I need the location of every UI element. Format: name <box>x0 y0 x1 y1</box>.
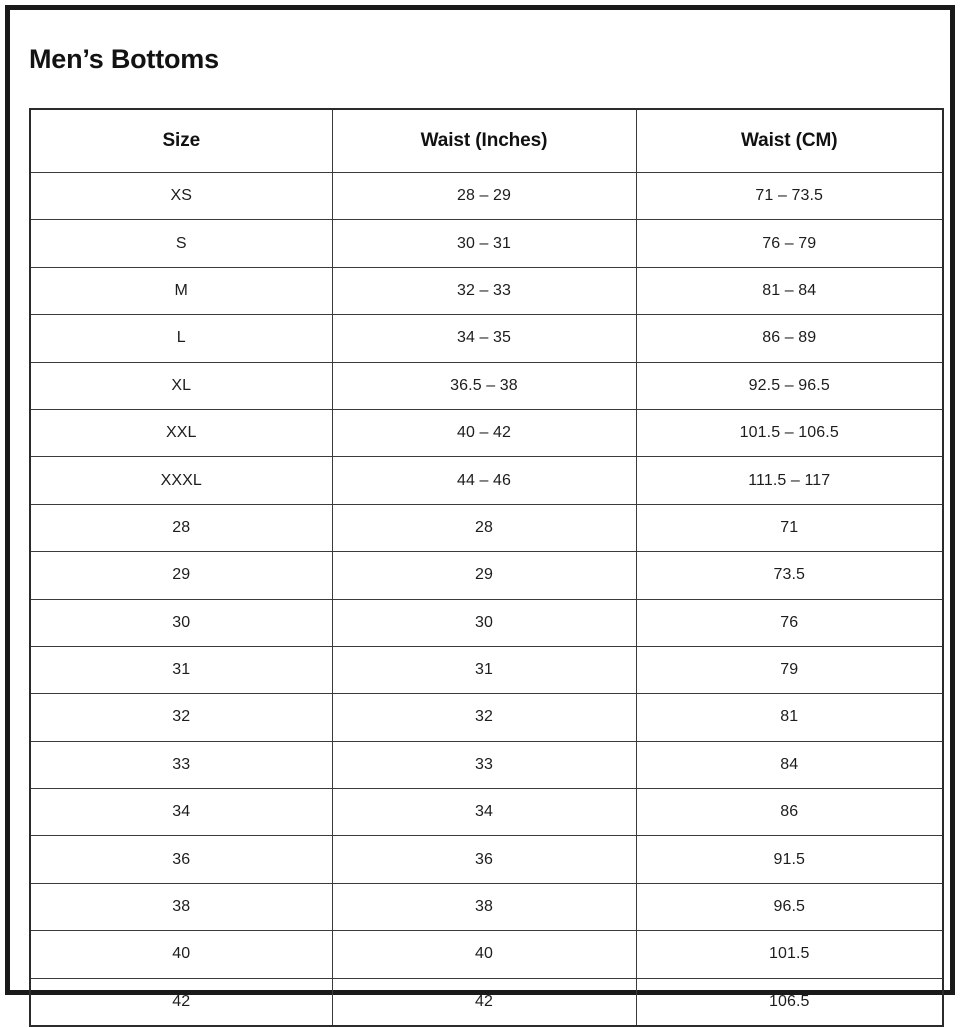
table-row: 38 38 96.5 <box>29 882 944 932</box>
table-row: M 32 – 33 81 – 84 <box>29 266 944 316</box>
cell-size: 42 <box>29 977 333 1027</box>
cell-size: 33 <box>29 740 333 790</box>
table-row: 36 36 91.5 <box>29 835 944 884</box>
table-header-row: Size Waist (Inches) Waist (CM) <box>29 108 944 173</box>
cell-size: XXXL <box>29 456 333 505</box>
cell-size: M <box>29 266 333 316</box>
size-chart-table: Size Waist (Inches) Waist (CM) XS 28 – 29… <box>29 108 944 1027</box>
cell-waist_cm: 79 <box>635 645 944 695</box>
cell-waist_in: 34 <box>331 788 637 837</box>
table-row: 32 32 81 <box>29 693 944 742</box>
cell-waist_cm: 92.5 – 96.5 <box>635 361 944 410</box>
cell-waist_cm: 81 <box>635 693 944 742</box>
table-row: 28 28 71 <box>29 503 944 553</box>
page-title: Men’s Bottoms <box>29 44 219 74</box>
cell-size: XXL <box>29 408 333 458</box>
table-row: 40 40 101.5 <box>29 930 944 979</box>
cell-waist_cm: 86 – 89 <box>635 314 944 363</box>
page-content: Men’s Bottoms Size Waist (Inches) Waist … <box>10 10 950 1027</box>
cell-waist_cm: 101.5 <box>635 930 944 979</box>
cell-waist_in: 44 – 46 <box>331 456 637 505</box>
table-row: XL 36.5 – 38 92.5 – 96.5 <box>29 361 944 410</box>
cell-size: 28 <box>29 503 333 553</box>
table-header: Size Waist (Inches) Waist (CM) <box>29 108 944 173</box>
table-row: 29 29 73.5 <box>29 551 944 600</box>
cell-waist_in: 40 <box>331 930 637 979</box>
cell-size: 31 <box>29 645 333 695</box>
cell-waist_cm: 81 – 84 <box>635 266 944 316</box>
cell-waist_cm: 101.5 – 106.5 <box>635 408 944 458</box>
cell-waist_cm: 84 <box>635 740 944 790</box>
column-header-waist-inches: Waist (Inches) <box>331 108 637 173</box>
cell-waist_cm: 106.5 <box>635 977 944 1027</box>
cell-waist_cm: 73.5 <box>635 551 944 600</box>
table-row: 33 33 84 <box>29 740 944 790</box>
size-chart-container: Size Waist (Inches) Waist (CM) XS 28 – 29… <box>29 108 944 1027</box>
cell-size: 30 <box>29 598 333 647</box>
table-row: XXXL 44 – 46 111.5 – 117 <box>29 456 944 505</box>
table-body: XS 28 – 29 71 – 73.5 S 30 – 31 76 – 79 M 32 – 3… <box>29 171 944 1027</box>
cell-waist_cm: 96.5 <box>635 882 944 932</box>
cell-waist_in: 30 <box>331 598 637 647</box>
table-row: XXL 40 – 42 101.5 – 106.5 <box>29 408 944 458</box>
cell-waist_cm: 111.5 – 117 <box>635 456 944 505</box>
cell-size: 40 <box>29 930 333 979</box>
cell-waist_in: 36 <box>331 835 637 884</box>
cell-size: 34 <box>29 788 333 837</box>
cell-waist_in: 28 – 29 <box>331 171 637 221</box>
cell-size: S <box>29 219 333 268</box>
cell-waist_cm: 71 <box>635 503 944 553</box>
cell-waist_cm: 91.5 <box>635 835 944 884</box>
table-row: 42 42 106.5 <box>29 977 944 1027</box>
cell-size: 32 <box>29 693 333 742</box>
cell-waist_in: 28 <box>331 503 637 553</box>
page-frame: Men’s Bottoms Size Waist (Inches) Waist … <box>5 5 955 1027</box>
cell-size: XS <box>29 171 333 221</box>
cell-waist_in: 33 <box>331 740 637 790</box>
cell-size: 29 <box>29 551 333 600</box>
cell-waist_in: 32 <box>331 693 637 742</box>
cell-waist_in: 40 – 42 <box>331 408 637 458</box>
cell-size: 38 <box>29 882 333 932</box>
cell-waist_cm: 71 – 73.5 <box>635 171 944 221</box>
column-header-waist-cm: Waist (CM) <box>635 108 944 173</box>
cell-waist_cm: 76 – 79 <box>635 219 944 268</box>
table-row: 30 30 76 <box>29 598 944 647</box>
table-row: 31 31 79 <box>29 645 944 695</box>
cell-size: XL <box>29 361 333 410</box>
cell-size: L <box>29 314 333 363</box>
column-header-size: Size <box>29 108 333 173</box>
cell-waist_in: 29 <box>331 551 637 600</box>
table-row: 34 34 86 <box>29 788 944 837</box>
cell-waist_cm: 76 <box>635 598 944 647</box>
cell-waist_in: 32 – 33 <box>331 266 637 316</box>
cell-waist_in: 34 – 35 <box>331 314 637 363</box>
table-row: XS 28 – 29 71 – 73.5 <box>29 171 944 221</box>
cell-waist_in: 38 <box>331 882 637 932</box>
cell-size: 36 <box>29 835 333 884</box>
table-row: L 34 – 35 86 – 89 <box>29 314 944 363</box>
cell-waist_in: 36.5 – 38 <box>331 361 637 410</box>
table-row: S 30 – 31 76 – 79 <box>29 219 944 268</box>
cell-waist_in: 31 <box>331 645 637 695</box>
cell-waist_in: 42 <box>331 977 637 1027</box>
cell-waist_in: 30 – 31 <box>331 219 637 268</box>
cell-waist_cm: 86 <box>635 788 944 837</box>
